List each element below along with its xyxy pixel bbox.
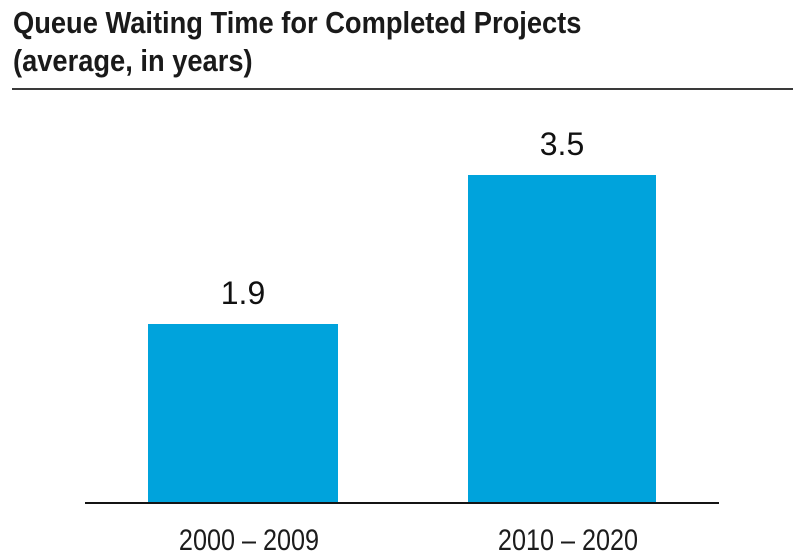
x-axis-line [85,502,719,504]
value-label-2010-2020: 3.5 [539,125,585,162]
bar-2010-2020 [468,174,656,502]
value-label-2000-2009: 1.9 [220,275,266,312]
chart-title-line1: Queue Waiting Time for Completed Project… [13,5,582,40]
title-divider [12,88,793,90]
x-tick-label-2000-2009: 2000 – 2009 [178,524,320,557]
chart-title-line2: (average, in years) [13,43,253,78]
bar-2000-2009 [148,324,338,502]
chart-title: Queue Waiting Time for Completed Project… [13,4,581,80]
x-tick-label-2010-2020: 2010 – 2020 [497,524,639,557]
